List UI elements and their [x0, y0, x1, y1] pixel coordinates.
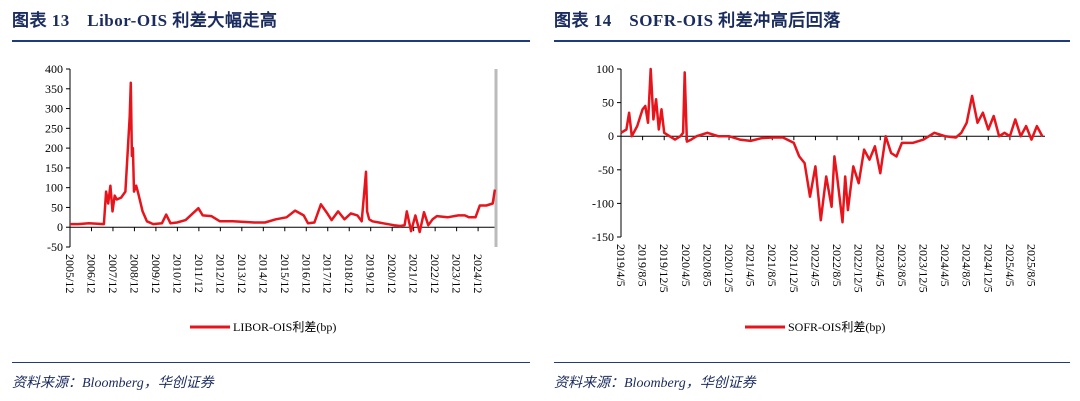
x-tick-label: 2022/12/5	[852, 244, 866, 293]
x-tick-label: 2024/4/5	[938, 244, 952, 287]
legend-label: SOFR-OIS利差(bp)	[788, 320, 885, 334]
x-tick-label: 2024/8/5	[960, 244, 974, 287]
x-tick-label: 2025/8/5	[1024, 244, 1038, 287]
x-tick-label: 2008/12	[127, 254, 141, 293]
series-line	[70, 81, 497, 234]
x-tick-label: 2021/12	[407, 254, 421, 293]
y-tick-label: 0	[608, 129, 614, 143]
right-chart-title: 图表 14 SOFR-OIS 利差冲高后回落	[554, 11, 841, 30]
x-tick-label: 2023/4/5	[873, 244, 887, 287]
x-tick-label: 2021/12/5	[787, 244, 801, 293]
x-tick-label: 2023/12/5	[916, 244, 930, 293]
x-tick-label: 2024/12	[471, 254, 485, 293]
y-tick-label: 300	[45, 102, 63, 116]
x-tick-label: 2022/8/5	[830, 244, 844, 287]
x-tick-label: 2023/8/5	[895, 244, 909, 287]
legend-label: LIBOR-OIS利差(bp)	[233, 320, 336, 334]
y-tick-label: 150	[45, 161, 63, 175]
y-tick-label: 200	[45, 141, 63, 155]
y-tick-label: 50	[51, 200, 63, 214]
left-source-note: 资料来源：Bloomberg，华创证券	[12, 376, 214, 391]
y-tick-label: 50	[602, 96, 614, 110]
x-tick-label: 2020/12	[385, 254, 399, 293]
x-tick-label: 2012/12	[213, 254, 227, 293]
left-chart-title: 图表 13 Libor-OIS 利差大幅走高	[12, 11, 278, 30]
y-tick-label: 250	[45, 121, 63, 135]
x-tick-label: 2022/4/5	[808, 244, 822, 287]
x-tick-label: 2016/12	[299, 254, 313, 293]
x-tick-label: 2019/12	[364, 254, 378, 293]
y-tick-label: -100	[592, 196, 614, 210]
x-tick-label: 2024/12/5	[981, 244, 995, 293]
left-title-rule	[12, 40, 530, 42]
right-bottom-rule	[554, 362, 1070, 363]
y-tick-label: -50	[598, 163, 614, 177]
y-tick-label: 100	[45, 181, 63, 195]
x-tick-label: 2006/12	[84, 254, 98, 293]
x-tick-label: 2011/12	[192, 254, 206, 293]
x-tick-label: 2020/4/5	[679, 244, 693, 287]
x-tick-label: 2019/4/5	[614, 244, 628, 287]
y-tick-label: -50	[47, 240, 63, 254]
x-tick-label: 2015/12	[278, 254, 292, 293]
series-line	[620, 67, 1044, 224]
x-tick-label: 2020/12/5	[722, 244, 736, 293]
x-tick-label: 2023/12	[450, 254, 464, 293]
x-tick-label: 2009/12	[149, 254, 163, 293]
y-tick-label: 100	[596, 62, 614, 76]
x-tick-label: 2010/12	[170, 254, 184, 293]
right-source-note: 资料来源：Bloomberg，华创证券	[554, 376, 756, 391]
x-tick-label: 2013/12	[235, 254, 249, 293]
y-tick-label: 400	[45, 62, 63, 76]
x-tick-label: 2025/4/5	[1003, 244, 1017, 287]
x-tick-label: 2005/12	[63, 254, 77, 293]
x-tick-label: 2007/12	[106, 254, 120, 293]
x-tick-label: 2020/8/5	[700, 244, 714, 287]
left-bottom-rule	[12, 362, 530, 363]
x-tick-label: 2018/12	[342, 254, 356, 293]
x-tick-label: 2017/12	[321, 254, 335, 293]
x-tick-label: 2019/8/5	[636, 244, 650, 287]
y-tick-label: 0	[57, 220, 63, 234]
x-tick-label: 2019/12/5	[657, 244, 671, 293]
x-tick-label: 2022/12	[428, 254, 442, 293]
y-tick-label: 350	[45, 82, 63, 96]
x-tick-label: 2014/12	[256, 254, 270, 293]
right-title-rule	[554, 40, 1070, 42]
x-tick-label: 2021/4/5	[744, 244, 758, 287]
y-tick-label: -150	[592, 230, 614, 244]
x-tick-label: 2021/8/5	[765, 244, 779, 287]
